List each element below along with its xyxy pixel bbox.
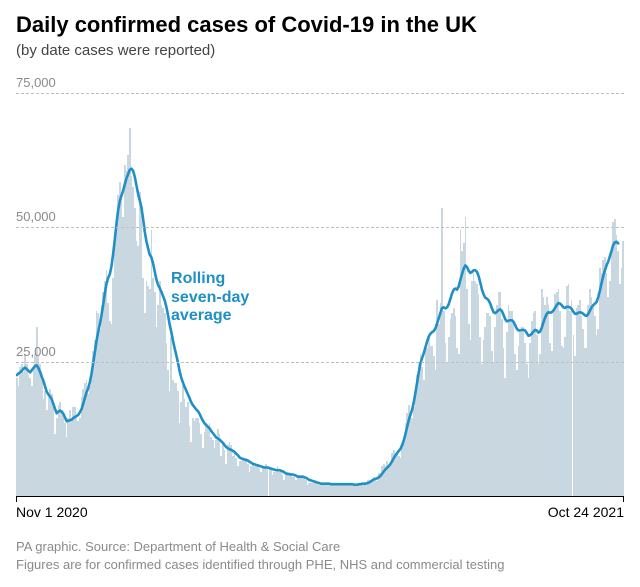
chart-container: Daily confirmed cases of Covid-19 in the… bbox=[0, 0, 640, 587]
gridline bbox=[16, 93, 624, 94]
rolling-average-annotation: Rollingseven-dayaverage bbox=[171, 270, 249, 325]
x-tick bbox=[623, 496, 624, 502]
x-tick bbox=[16, 496, 17, 502]
x-label-start: Nov 1 2020 bbox=[16, 504, 88, 520]
gridline bbox=[16, 362, 624, 363]
y-tick-label: 75,000 bbox=[16, 75, 56, 90]
footer-note: Figures are for confirmed cases identifi… bbox=[16, 556, 504, 574]
y-tick-label: 25,000 bbox=[16, 344, 56, 359]
rolling-average-line bbox=[17, 169, 618, 485]
y-tick-label: 50,000 bbox=[16, 209, 56, 224]
chart-title: Daily confirmed cases of Covid-19 in the… bbox=[16, 12, 477, 38]
x-axis-baseline bbox=[16, 496, 624, 497]
footer-source: PA graphic. Source: Department of Health… bbox=[16, 538, 504, 556]
plot-area: 25,00050,00075,000Nov 1 2020Oct 24 2021R… bbox=[16, 66, 624, 496]
x-label-end: Oct 24 2021 bbox=[548, 504, 624, 520]
chart-subtitle: (by date cases were reported) bbox=[16, 42, 215, 59]
line-layer bbox=[16, 66, 624, 496]
gridline bbox=[16, 227, 624, 228]
